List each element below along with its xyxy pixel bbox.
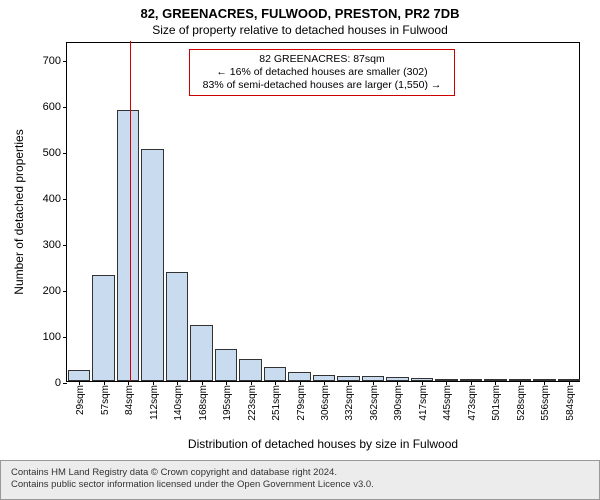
x-tick-mark [128,381,129,385]
chart-subtitle: Size of property relative to detached ho… [0,21,600,41]
info-line-2: ← 16% of detached houses are smaller (30… [196,66,448,79]
x-tick-label: 390sqm [393,381,404,421]
x-tick-label: 112sqm [149,381,160,420]
x-tick-label: 168sqm [198,381,209,421]
x-tick-mark [520,381,521,385]
y-axis-label: Number of detached properties [12,129,26,294]
y-tick-mark [63,383,67,384]
info-line-3: 83% of semi-detached houses are larger (… [196,79,448,92]
x-tick-mark [104,381,105,385]
info-box: 82 GREENACRES: 87sqm ← 16% of detached h… [189,49,455,96]
histogram-bar [215,349,238,381]
chart-title: 82, GREENACRES, FULWOOD, PRESTON, PR2 7D… [0,0,600,21]
x-tick-label: 84sqm [124,381,135,415]
y-tick-mark [63,153,67,154]
x-tick-label: 332sqm [344,381,355,421]
x-tick-label: 251sqm [271,381,282,421]
histogram-bar [92,275,115,381]
marker-line [130,41,131,381]
histogram-bar [117,110,140,381]
chart-container: { "header": { "address": "82, GREENACRES… [0,0,600,500]
histogram-bar [141,149,164,381]
x-tick-label: 140sqm [173,381,184,421]
x-tick-mark [153,381,154,385]
histogram-bar [68,370,91,381]
x-tick-mark [324,381,325,385]
histogram-bar [264,367,287,381]
x-tick-label: 417sqm [418,381,429,421]
x-tick-mark [79,381,80,385]
x-tick-mark [300,381,301,385]
y-tick-mark [63,337,67,338]
x-tick-mark [226,381,227,385]
footer-line-1: Contains HM Land Registry data © Crown c… [11,467,589,479]
x-tick-mark [373,381,374,385]
x-tick-mark [275,381,276,385]
x-tick-mark [202,381,203,385]
x-tick-label: 306sqm [320,381,331,421]
x-tick-label: 556sqm [540,381,551,421]
y-tick-mark [63,245,67,246]
y-tick-mark [63,291,67,292]
x-axis-label: Distribution of detached houses by size … [188,437,458,451]
x-tick-label: 195sqm [222,381,233,421]
x-tick-label: 362sqm [369,381,380,421]
histogram-bar [190,325,213,381]
histogram-bar [239,359,262,381]
x-tick-mark [446,381,447,385]
x-tick-mark [544,381,545,385]
chart-plot-area: Number of detached properties 82 GREENAC… [66,42,580,382]
x-tick-label: 29sqm [75,381,86,415]
y-tick-mark [63,107,67,108]
info-line-1: 82 GREENACRES: 87sqm [196,53,448,66]
histogram-bar [288,372,311,381]
footer-line-2: Contains public sector information licen… [11,479,589,491]
x-tick-label: 279sqm [296,381,307,421]
x-tick-label: 584sqm [565,381,576,421]
x-tick-label: 57sqm [100,381,111,415]
x-tick-label: 445sqm [442,381,453,421]
x-tick-mark [495,381,496,385]
x-tick-mark [422,381,423,385]
x-tick-mark [471,381,472,385]
x-tick-label: 473sqm [467,381,478,421]
x-tick-mark [251,381,252,385]
x-tick-label: 223sqm [247,381,258,421]
x-tick-label: 501sqm [491,381,502,421]
x-tick-mark [177,381,178,385]
x-tick-mark [348,381,349,385]
y-tick-mark [63,61,67,62]
histogram-bar [166,272,189,381]
x-tick-mark [569,381,570,385]
x-tick-mark [397,381,398,385]
x-tick-label: 528sqm [516,381,527,421]
y-tick-mark [63,199,67,200]
footer: Contains HM Land Registry data © Crown c… [0,460,600,500]
